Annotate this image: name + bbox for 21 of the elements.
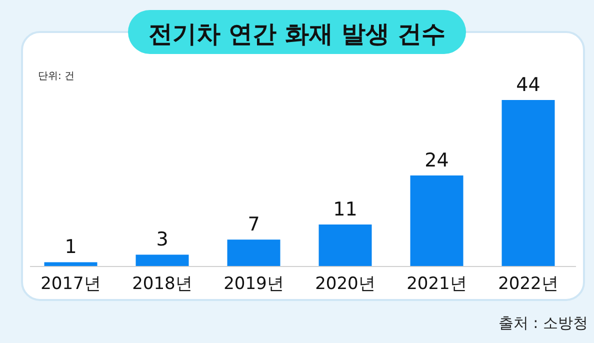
- x-tick-label: 2020년: [315, 274, 376, 294]
- bar: [136, 254, 189, 266]
- bar: [502, 100, 555, 266]
- bar: [44, 262, 98, 266]
- chart-title: 전기차 연간 화재 발생 건수: [148, 20, 446, 48]
- bar: [410, 175, 464, 266]
- text: 단위: 건: [38, 71, 75, 82]
- x-tick-label: 2018년: [132, 274, 192, 294]
- x-tick-label: 2021년: [406, 274, 467, 294]
- source-note: 출처 : 소방청: [498, 314, 588, 332]
- bar: [227, 240, 280, 266]
- data-label: 24: [424, 149, 449, 172]
- data-label: 1: [64, 236, 77, 258]
- x-tick-label: 2017년: [40, 274, 101, 294]
- data-label: 44: [516, 74, 540, 96]
- bar: [318, 224, 372, 266]
- data-label: 7: [248, 214, 260, 236]
- data-label: 3: [156, 228, 168, 251]
- x-tick-label: 2019년: [224, 274, 284, 294]
- x-tick-label: 2022년: [498, 274, 558, 294]
- data-label: 11: [333, 198, 358, 220]
